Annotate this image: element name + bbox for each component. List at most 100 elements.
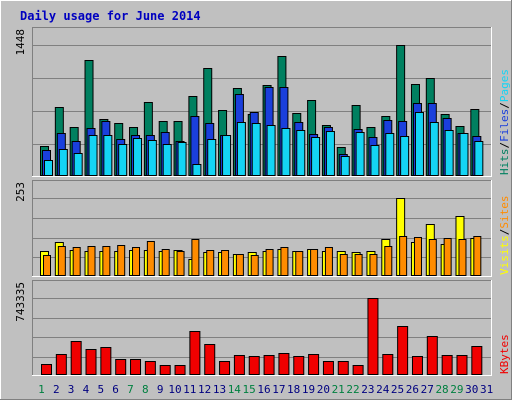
day-label: 1 (38, 383, 45, 396)
chart-title: Daily usage for June 2014 (20, 9, 201, 23)
bar-sites (458, 239, 467, 276)
panel-hits-files-pages-legend-item: / (498, 102, 511, 109)
bar-sites (161, 249, 170, 276)
bar-sites (399, 236, 408, 276)
day-label: 18 (287, 383, 300, 396)
panel-kbytes-legend: KBytes (498, 334, 511, 374)
bar-pages (474, 141, 484, 176)
bar-kbytes (248, 356, 260, 375)
bar-sites (206, 250, 215, 276)
bar-pages (88, 135, 98, 176)
panel-hits-files-pages-legend: Hits/Files/Pages (498, 69, 511, 175)
bar-kbytes (159, 365, 171, 375)
bar-pages (44, 160, 53, 176)
bar-sites (443, 238, 452, 276)
bar-kbytes (115, 359, 127, 375)
panel-visits-sites-max-label: 253 (14, 182, 27, 202)
bar-pages (147, 140, 157, 176)
day-label: 4 (83, 383, 90, 396)
bar-pages (296, 130, 306, 176)
day-label: 10 (168, 383, 181, 396)
bar-sites (369, 254, 378, 276)
bar-pages (340, 156, 350, 176)
panel-kbytes-legend-item: KBytes (498, 334, 511, 374)
day-label: 28 (435, 383, 448, 396)
bar-kbytes (337, 361, 349, 375)
panel-visits-sites-legend-text: Visits/Sites (498, 196, 511, 276)
bar-pages (58, 149, 68, 176)
bar-kbytes (174, 365, 186, 375)
day-label: 3 (68, 383, 75, 396)
bar-kbytes (189, 331, 201, 375)
bar-sites (310, 249, 319, 276)
bar-kbytes (70, 341, 82, 375)
bar-kbytes (219, 361, 231, 375)
bar-sites (102, 246, 111, 276)
panel-kbytes-max-label: 743335 (14, 282, 27, 322)
bar-sites (413, 237, 422, 276)
bar-kbytes (426, 336, 438, 375)
bar-sites (176, 251, 185, 276)
bar-pages (325, 131, 335, 176)
panel-visits-sites (32, 180, 492, 277)
day-label: 27 (421, 383, 434, 396)
bar-pages (236, 122, 246, 176)
day-label: 31 (480, 383, 493, 396)
bar-kbytes (100, 347, 112, 375)
bar-pages (385, 133, 395, 176)
bar-sites (132, 247, 141, 276)
bar-pages (266, 125, 276, 176)
day-label: 12 (198, 383, 211, 396)
day-label: 30 (465, 383, 478, 396)
bar-kbytes (55, 354, 67, 375)
day-label: 24 (376, 383, 390, 396)
day-label: 6 (112, 383, 119, 396)
day-label: 5 (97, 383, 104, 396)
bar-pages (459, 133, 469, 176)
panel-kbytes (32, 280, 492, 376)
bar-kbytes (397, 326, 409, 375)
bar-pages (281, 128, 291, 176)
bar-sites (146, 241, 155, 276)
day-label: 15 (243, 383, 256, 396)
bar-kbytes (441, 355, 453, 375)
bar-sites (295, 251, 304, 276)
panel-hits-files-pages-legend-item: Hits (498, 149, 511, 176)
bar-kbytes (278, 353, 290, 375)
bar-pages (251, 123, 261, 176)
day-label: 8 (142, 383, 149, 396)
bar-kbytes (308, 354, 320, 375)
day-label: 13 (213, 383, 226, 396)
day-label: 21 (332, 383, 345, 396)
bar-kbytes (322, 361, 334, 375)
day-label: 22 (346, 383, 359, 396)
bar-pages (103, 135, 113, 176)
bar-sites (250, 255, 259, 276)
bar-sites (339, 254, 348, 276)
panel-hits-files-pages-legend-text: Hits/Files/Pages (498, 69, 511, 175)
bar-kbytes (471, 346, 483, 375)
bar-kbytes (263, 355, 275, 375)
bar-sites (191, 239, 200, 276)
bar-kbytes (144, 361, 156, 375)
bar-pages (118, 144, 128, 176)
bar-kbytes (293, 356, 305, 375)
day-label: 11 (183, 383, 196, 396)
bar-sites (43, 255, 51, 276)
day-label: 14 (228, 383, 242, 396)
bar-sites (428, 239, 437, 276)
bar-kbytes (382, 354, 394, 375)
panel-hits-files-pages (32, 27, 492, 177)
bar-pages (73, 153, 83, 176)
day-label: 16 (257, 383, 270, 396)
bar-sites (221, 250, 230, 276)
bar-pages (444, 130, 454, 176)
day-label: 9 (157, 383, 164, 396)
bar-pages (414, 112, 424, 176)
bar-kbytes (233, 355, 245, 375)
panel-kbytes-legend-text: KBytes (498, 334, 511, 374)
panel-hits-files-pages-legend-item: Files (498, 109, 511, 142)
day-label: 25 (391, 383, 404, 396)
